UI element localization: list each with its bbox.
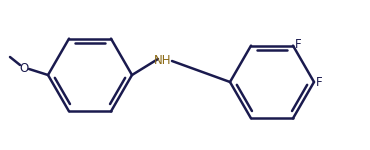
Text: F: F: [295, 38, 302, 51]
Text: O: O: [19, 61, 28, 75]
Text: F: F: [316, 75, 323, 88]
Text: NH: NH: [154, 54, 172, 66]
